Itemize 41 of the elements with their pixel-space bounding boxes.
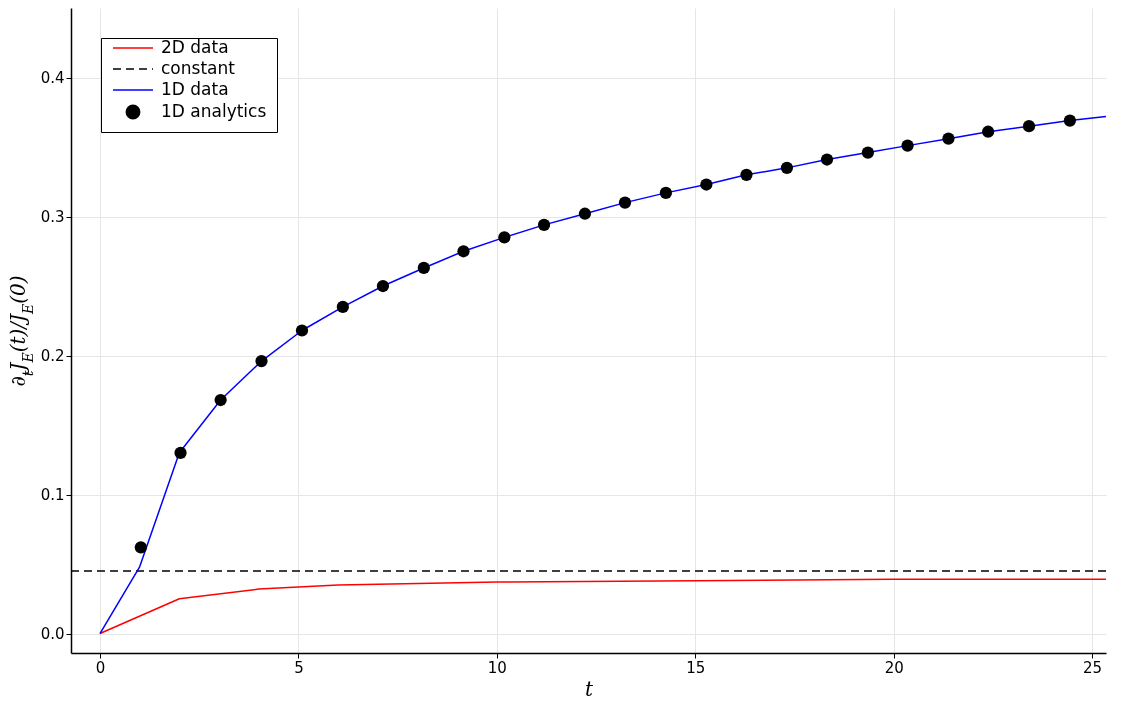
point [861, 146, 875, 159]
point [740, 168, 753, 181]
x-tick-label: 10 [487, 658, 507, 677]
point [901, 139, 914, 152]
point [618, 196, 632, 209]
legend-label: constant [161, 58, 236, 78]
point [498, 231, 511, 244]
y-tick-label: 0.2 [40, 347, 65, 366]
point [780, 161, 794, 174]
y-tick-label: 0.1 [40, 486, 65, 505]
x-tick-label: 5 [294, 658, 304, 677]
x-tick-label: 0 [95, 658, 106, 677]
x-tick-label: 20 [884, 658, 904, 677]
point [1063, 114, 1077, 127]
point [659, 186, 673, 199]
point [820, 153, 834, 166]
point [1022, 120, 1036, 133]
point [942, 132, 955, 145]
point [417, 261, 430, 275]
y-tick-label: 0.4 [40, 69, 65, 87]
y-tick-label: 0.0 [40, 625, 65, 644]
line-series [99, 578, 1106, 635]
x-tick-label: 25 [1083, 658, 1103, 677]
point [578, 207, 592, 220]
legend-label: 2D data [161, 37, 229, 57]
legend-label: 1D data [161, 79, 229, 99]
point [982, 125, 995, 138]
y-tick-label: 0.3 [40, 208, 65, 227]
point [214, 393, 227, 407]
point [134, 541, 147, 554]
legend-label: 1D analytics [161, 101, 267, 121]
point [174, 446, 187, 459]
point [537, 218, 551, 231]
point [295, 324, 309, 337]
point [457, 245, 470, 258]
point [376, 279, 390, 293]
point [700, 178, 713, 191]
point [336, 300, 349, 313]
point [255, 354, 268, 368]
x-axis-title: t [584, 676, 594, 701]
x-tick-label: 15 [686, 658, 706, 677]
